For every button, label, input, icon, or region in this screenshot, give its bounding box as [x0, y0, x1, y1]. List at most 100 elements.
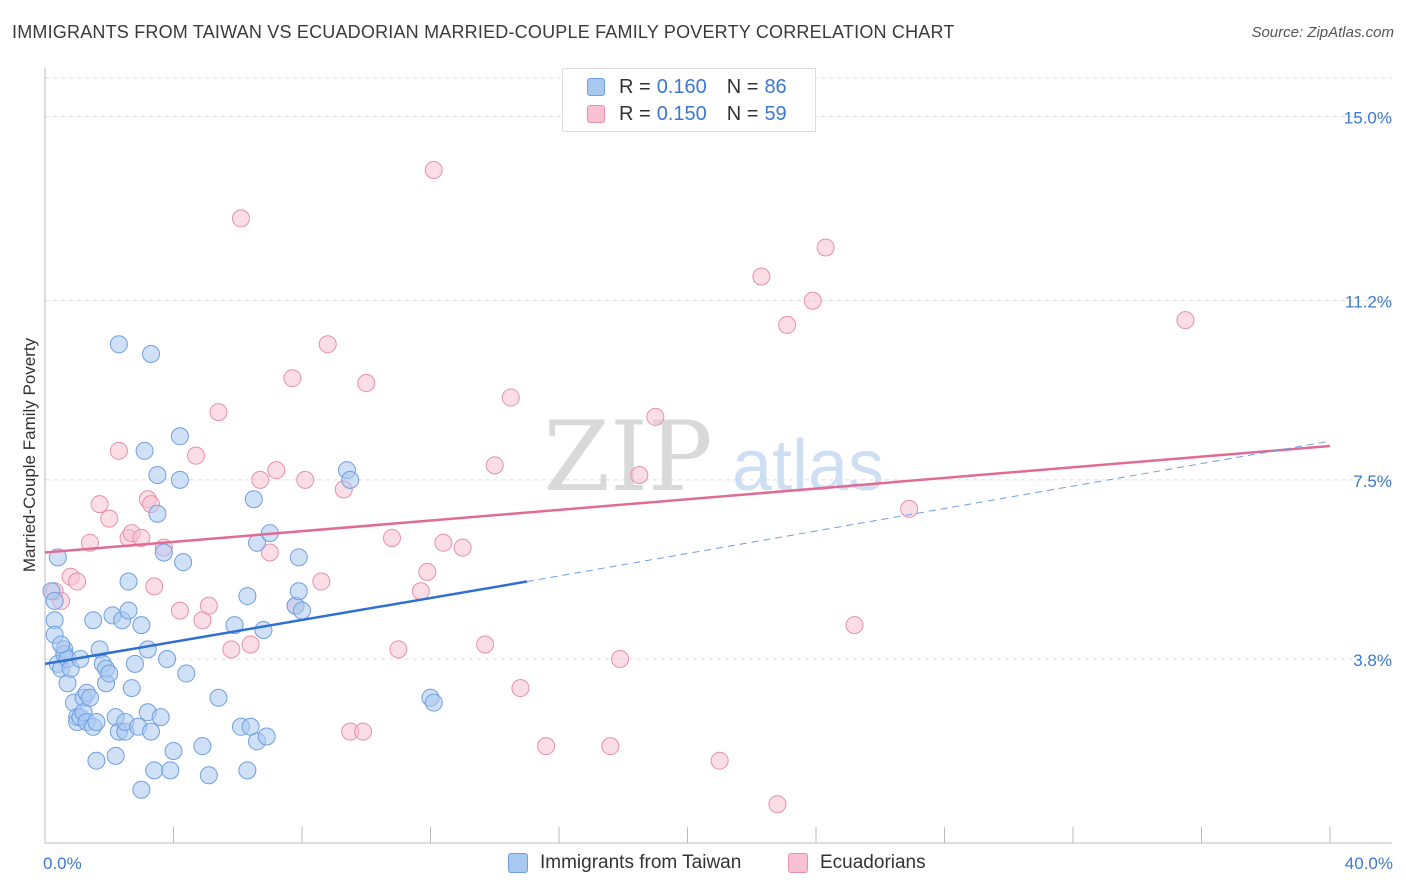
ecuadorians-point: [453, 538, 472, 557]
ecuadorians-point: [816, 238, 835, 257]
ecuadorians-point: [418, 562, 437, 581]
taiwan-point: [106, 746, 125, 765]
taiwan-point: [119, 601, 138, 620]
taiwan-point: [341, 470, 360, 489]
taiwan-point: [142, 722, 161, 741]
ecuadorians-point: [132, 528, 151, 547]
legend-swatch-ecuadorians: [587, 105, 605, 123]
ecuadorians-point: [186, 446, 205, 465]
taiwan-point: [170, 427, 189, 446]
ecuadorians-point: [900, 499, 919, 518]
taiwan-point: [209, 688, 228, 707]
ecuadorians-point: [231, 209, 250, 228]
watermark: ZIP atlas: [543, 401, 884, 513]
taiwan-point: [148, 466, 167, 485]
bottom-legend-taiwan: Immigrants from Taiwan: [508, 852, 741, 874]
ecuadorians-point: [170, 601, 189, 620]
taiwan-point: [119, 572, 138, 591]
ecuadorians-point: [100, 509, 119, 528]
taiwan-point: [109, 335, 128, 354]
taiwan-point: [293, 601, 311, 620]
taiwan-point: [100, 664, 119, 683]
ecuadorians-point: [710, 751, 729, 770]
bottom-legend-label-ecuadorians: Ecuadorians: [820, 852, 926, 873]
ecuadorians-point: [199, 596, 218, 615]
taiwan-point: [87, 751, 106, 770]
ecuadorians-point: [241, 635, 260, 654]
legend-n-label: N =: [726, 102, 759, 125]
bottom-legend-label-taiwan: Immigrants from Taiwan: [540, 852, 742, 873]
ecuadorians-point: [1176, 311, 1195, 330]
ecuadorians-point: [145, 577, 164, 596]
source-credit: Source: ZipAtlas.com: [1251, 24, 1394, 41]
chart-title: IMMIGRANTS FROM TAIWAN VS ECUADORIAN MAR…: [12, 22, 955, 42]
taiwan-point: [257, 727, 276, 746]
legend-r-value: 0.160: [656, 75, 707, 98]
taiwan-trend-extension: [526, 440, 1331, 583]
x-tick-label-max: 40.0%: [1345, 854, 1393, 873]
bottom-legend-ecuadorians: Ecuadorians: [788, 852, 926, 874]
taiwan-point: [148, 504, 167, 523]
taiwan-point: [244, 490, 263, 509]
legend-row-ecuadorians: R = 0.150 N = 59: [587, 102, 787, 126]
ecuadorians-point: [630, 466, 649, 485]
watermark-zip: ZIP: [543, 401, 712, 513]
ecuadorians-point: [501, 388, 520, 407]
ecuadorians-point: [80, 533, 99, 552]
ecuadorians-point: [357, 374, 376, 393]
legend-swatch-taiwan: [587, 78, 605, 96]
axes: [44, 68, 1392, 844]
ecuadorians-point: [354, 722, 373, 741]
taiwan-point: [151, 708, 170, 727]
trend-lines: [44, 440, 1331, 666]
taiwan-point: [199, 766, 218, 785]
legend-r-value: 0.150: [656, 102, 707, 125]
ecuadorians-point: [411, 582, 430, 601]
ecuadorians-point: [434, 533, 453, 552]
ecuadorians-point: [296, 470, 315, 489]
grid-lines: [45, 77, 1392, 660]
ecuadorians-points: [45, 160, 1195, 814]
taiwan-point: [289, 582, 308, 601]
taiwan-point: [154, 543, 173, 562]
taiwan-point: [238, 587, 257, 606]
ecuadorians-point: [68, 572, 87, 591]
ecuadorians-point: [778, 315, 797, 334]
taiwan-point: [289, 548, 308, 567]
taiwan-point: [145, 761, 164, 780]
y-tick-label: 3.8%: [1353, 651, 1392, 670]
ecuadorians-point: [611, 650, 630, 669]
ecuadorians-point: [209, 403, 228, 422]
legend-n-value: 59: [764, 102, 787, 125]
taiwan-point: [238, 761, 257, 780]
ecuadorians-point: [537, 737, 556, 756]
ecuadorians-point: [601, 737, 620, 756]
taiwan-point: [158, 650, 177, 669]
taiwan-point: [193, 737, 212, 756]
taiwan-point: [254, 620, 273, 639]
ecuadorians-point: [260, 543, 279, 562]
ecuadorians-point: [803, 291, 822, 310]
legend: R = 0.160 N = 86 R = 0.150 N = 59: [562, 68, 816, 132]
ecuadorians-point: [109, 441, 128, 460]
taiwan-point: [52, 635, 71, 654]
legend-row-taiwan: R = 0.160 N = 86: [587, 75, 787, 99]
taiwan-point: [132, 616, 151, 635]
ecuadorians-point: [845, 616, 864, 635]
taiwan-point: [174, 553, 193, 572]
ecuadorians-point: [312, 572, 331, 591]
ecuadorians-point: [318, 335, 337, 354]
taiwan-points: [42, 335, 443, 799]
ecuadorians-point: [752, 267, 771, 286]
taiwan-point: [135, 441, 154, 460]
ecuadorians-point: [283, 369, 302, 388]
ecuadorians-trend-line: [44, 444, 1331, 554]
y-tick-label: 7.5%: [1353, 472, 1392, 491]
ecuadorians-point: [382, 528, 401, 547]
taiwan-point: [170, 470, 189, 489]
ecuadorians-point: [267, 461, 286, 480]
ecuadorians-point: [251, 470, 270, 489]
taiwan-point: [424, 693, 443, 712]
legend-n-value: 86: [764, 75, 787, 98]
